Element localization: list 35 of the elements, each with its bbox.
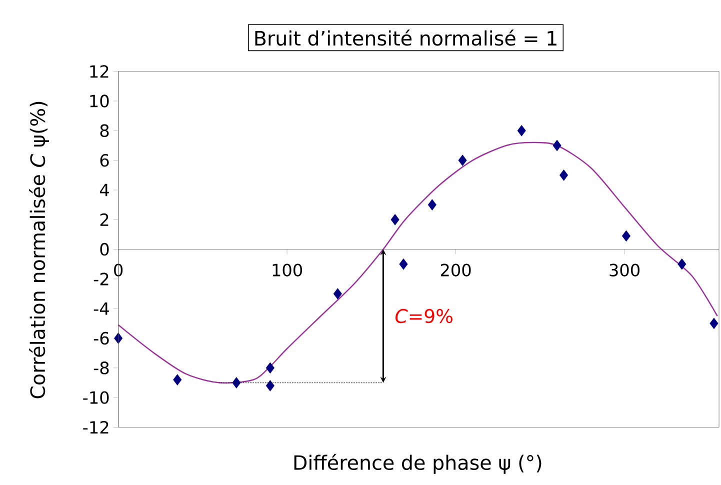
point [333, 288, 342, 300]
point [173, 374, 182, 386]
y-tick-label: -12 [83, 421, 108, 434]
point [458, 154, 467, 166]
y-tick-label: 4 [100, 184, 109, 196]
y-tick-label: 8 [100, 124, 109, 138]
y-tick-label: -6 [94, 332, 109, 345]
x-tick-label: 200 [440, 264, 471, 277]
chart-title: Bruit d’intensité normalisé = 1 [255, 30, 556, 46]
point [232, 377, 241, 389]
y-tick-label: 6 [100, 154, 109, 167]
y-tick-label: -4 [94, 302, 109, 315]
point [266, 380, 274, 392]
annotation: C=9% [395, 309, 452, 324]
y-tick-label: 12 [90, 65, 108, 78]
point [678, 258, 686, 270]
x-axis-title: Différence de phase ψ (°) [294, 454, 542, 474]
y-tick-label: -8 [94, 362, 109, 374]
point [517, 125, 526, 136]
y-axis-title: Corrélation normalisée C ψ(%) [29, 102, 49, 398]
x-tick-label: 100 [272, 264, 302, 277]
y-tick-label: -10 [83, 391, 109, 404]
y-tick-label: 10 [90, 94, 109, 108]
point [428, 199, 436, 211]
y-tick-label: -2 [94, 272, 108, 286]
point [559, 170, 568, 181]
point [622, 230, 631, 242]
y-tick-label: 0 [100, 243, 109, 256]
y-tick-label: 2 [100, 214, 108, 226]
point [390, 214, 400, 226]
point [114, 332, 123, 344]
x-tick-label: 300 [610, 264, 640, 277]
point [552, 140, 562, 152]
point [399, 258, 408, 270]
point [266, 362, 274, 374]
